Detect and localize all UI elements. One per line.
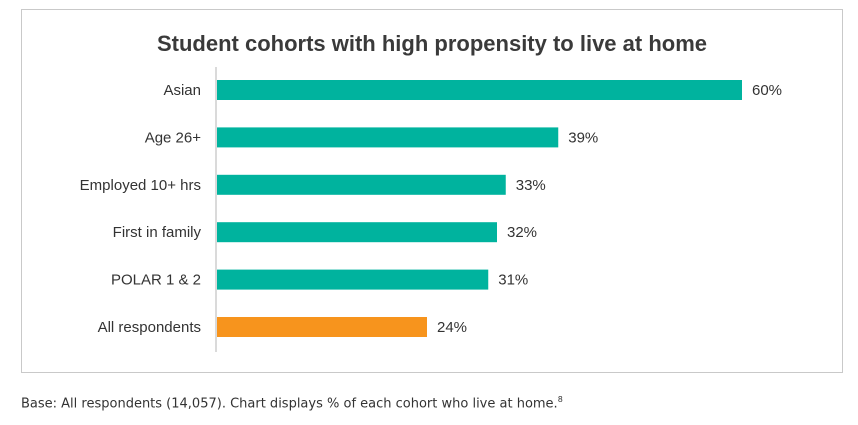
bar-all-respondents: [217, 317, 427, 337]
caption-text: Base: All respondents (14,057). Chart di…: [21, 396, 558, 412]
data-label-polar-1-2: 31%: [498, 272, 528, 289]
category-label-all-respondents: All respondents: [98, 319, 201, 336]
category-label-age-26: Age 26+: [145, 129, 202, 146]
chart-title: Student cohorts with high propensity to …: [156, 31, 708, 56]
bar-polar-1-2: [217, 269, 489, 290]
data-label-employed-10-hrs: 33%: [516, 177, 546, 194]
category-label-polar-1-2: POLAR 1 & 2: [111, 272, 201, 289]
bar-first-in-family: [217, 222, 497, 243]
category-label-asian: Asian: [163, 82, 201, 99]
bar-chart: Asian 60% Age 26+ 39% Employed 10+ hrs 33% Fir…: [80, 67, 782, 352]
category-label-first-in-family: First in family: [113, 224, 202, 241]
bar-asian: [217, 80, 742, 100]
caption-footnote: 8: [557, 395, 563, 404]
data-label-asian: 60%: [752, 82, 782, 99]
chart-caption: Base: All respondents (14,057). Chart di…: [21, 395, 563, 411]
bar-employed-10-hrs: [217, 174, 506, 195]
chart-frame: Student cohorts with high propensity to …: [21, 9, 843, 373]
bar-age-26: [217, 127, 559, 148]
data-label-first-in-family: 32%: [507, 224, 537, 241]
data-label-age-26: 39%: [568, 129, 598, 146]
data-label-all-respondents: 24%: [437, 319, 467, 336]
category-label-employed-10-hrs: Employed 10+ hrs: [80, 177, 201, 194]
